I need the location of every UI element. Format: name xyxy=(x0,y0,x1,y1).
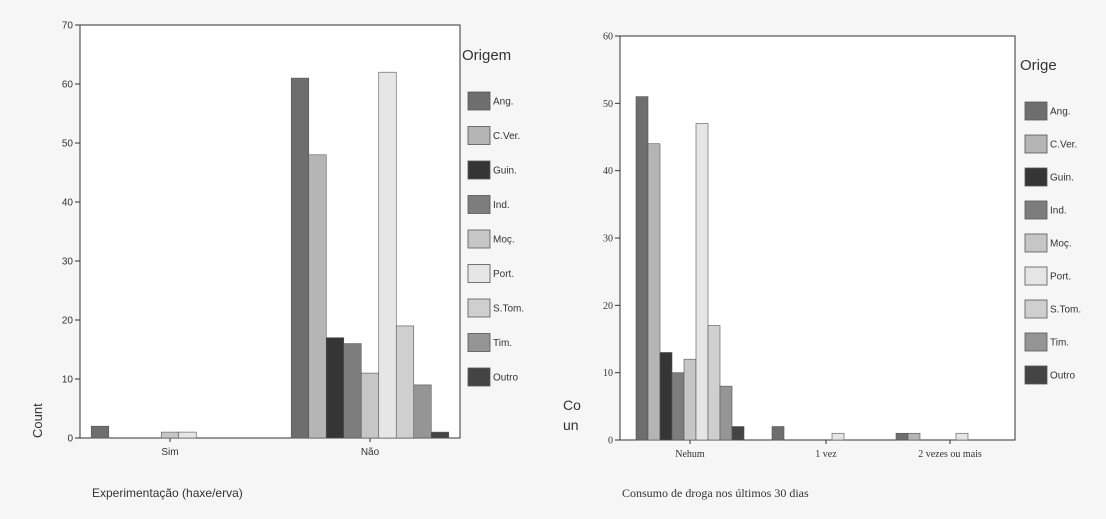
chart2-legend-swatch xyxy=(1024,167,1048,187)
chart2-y-tick-label: 50 xyxy=(603,99,613,110)
chart2-x-axis-title: Consumo de droga nos últimos 30 dias xyxy=(622,486,809,500)
chart2-legend-label: C.Ver. xyxy=(1050,140,1077,151)
chart1-y-tick-label: 20 xyxy=(62,316,74,327)
chart1-legend-label: S.Tom. xyxy=(493,304,524,315)
chart1-legend-label: Outro xyxy=(493,373,518,384)
chart1-y-tick-label: 60 xyxy=(62,80,74,91)
chart2-bar xyxy=(695,123,709,441)
chart1-legend-title: Origem xyxy=(462,47,511,64)
chart2-bar xyxy=(683,358,697,441)
chart1-bar xyxy=(90,425,110,439)
chart1-y-axis-title: Count xyxy=(30,403,45,438)
chart2-bar xyxy=(659,352,673,441)
chart1-x-tick-label: Não xyxy=(361,447,380,458)
chart1-legend-label: Ang. xyxy=(493,97,514,108)
chart2-bar xyxy=(831,432,845,441)
chart2-bar xyxy=(731,426,745,441)
chart1-legend-swatch xyxy=(467,333,491,352)
chart2-legend-swatch xyxy=(1024,332,1048,352)
chart1-legend-swatch xyxy=(467,264,491,283)
chart2-legend-swatch xyxy=(1024,134,1048,154)
chart2-legend-label: Ang. xyxy=(1050,107,1071,118)
chart1-legend-swatch xyxy=(467,367,491,387)
chart1-legend-swatch xyxy=(467,160,491,180)
chart2-bar xyxy=(955,432,969,441)
chart2-legend-label: Ind. xyxy=(1050,206,1067,217)
chart2-x-tick-label: 1 vez xyxy=(815,449,837,460)
chart2-y-tick-label: 10 xyxy=(603,368,613,379)
chart1-bar xyxy=(360,372,380,439)
chart2-y-tick-label: 20 xyxy=(603,301,613,312)
chart2-legend-label: Tim. xyxy=(1050,338,1069,349)
chart2-legend-swatch xyxy=(1024,233,1048,253)
chart2-bar xyxy=(671,372,685,441)
chart2-bar xyxy=(907,432,921,441)
chart1-bar xyxy=(343,343,362,439)
chart1-bar xyxy=(413,384,432,439)
chart2-legend-label: Guin. xyxy=(1050,173,1074,184)
chart2-legend-swatch xyxy=(1024,101,1048,121)
chart1-bar xyxy=(378,71,397,439)
chart1-legend-label: Moç. xyxy=(493,235,515,246)
chart2-y-tick-label: 30 xyxy=(603,234,613,245)
chart2-y-tick-label: 60 xyxy=(603,32,613,43)
chart2-legend-swatch xyxy=(1024,266,1048,286)
chart1-legend-label: C.Ver. xyxy=(493,131,520,142)
chart1-legend-swatch xyxy=(467,126,491,145)
chart2-y-axis-title-part: un xyxy=(563,417,579,433)
chart2-legend-label: Port. xyxy=(1050,272,1071,283)
chart2-y-tick-label: 40 xyxy=(603,166,613,177)
chart2-y-axis-title-part: Co xyxy=(563,397,581,413)
chart1-bar xyxy=(395,325,415,439)
chart1-x-tick-label: Sim xyxy=(161,447,178,458)
chart2-y-tick-label: 0 xyxy=(608,436,613,447)
chart2-legend-swatch xyxy=(1024,299,1048,319)
chart1-y-tick-label: 0 xyxy=(67,434,73,445)
chart2-x-tick-label: 2 vezes ou mais xyxy=(918,449,982,460)
chart1-bar xyxy=(160,431,180,439)
chart1-legend-swatch xyxy=(467,195,491,214)
chart1-legend-label: Tim. xyxy=(493,338,512,349)
chart2-legend-label: S.Tom. xyxy=(1050,305,1081,316)
chart2-legend-label: Outro xyxy=(1050,371,1075,382)
chart2-bar xyxy=(719,385,733,441)
chart2-x-tick-label: Nehum xyxy=(675,449,705,460)
chart1-bar xyxy=(308,154,327,439)
chart1-legend-label: Ind. xyxy=(493,200,510,211)
chart1-legend-label: Port. xyxy=(493,269,514,280)
chart2-legend-swatch xyxy=(1024,365,1048,385)
chart1-y-tick-label: 10 xyxy=(62,375,74,386)
chart1-y-tick-label: 70 xyxy=(62,21,74,32)
chart1-bar xyxy=(325,337,345,439)
chart2-bar xyxy=(647,143,661,441)
chart2-bar xyxy=(895,432,909,441)
chart1-y-tick-label: 50 xyxy=(62,139,74,150)
chart1-bar xyxy=(430,431,450,439)
chart1-legend-swatch xyxy=(467,229,491,249)
chart1-bar xyxy=(178,431,197,439)
chart2-bar xyxy=(707,325,721,441)
chart2-legend-swatch xyxy=(1024,200,1048,220)
chart2-legend-title: Orige xyxy=(1020,57,1057,74)
chart1-legend-swatch xyxy=(467,91,491,111)
chart1-legend-label: Guin. xyxy=(493,166,517,177)
chart2-bar xyxy=(635,96,649,441)
chart1-y-tick-label: 40 xyxy=(62,198,74,209)
chart1-x-axis-title: Experimentação (haxe/erva) xyxy=(92,486,243,500)
chart1-y-tick-label: 30 xyxy=(62,257,74,268)
chart1-legend-swatch xyxy=(467,298,491,318)
chart2-legend-label: Moç. xyxy=(1050,239,1072,250)
chart1-bar xyxy=(290,77,310,439)
chart2-bar xyxy=(771,426,785,441)
